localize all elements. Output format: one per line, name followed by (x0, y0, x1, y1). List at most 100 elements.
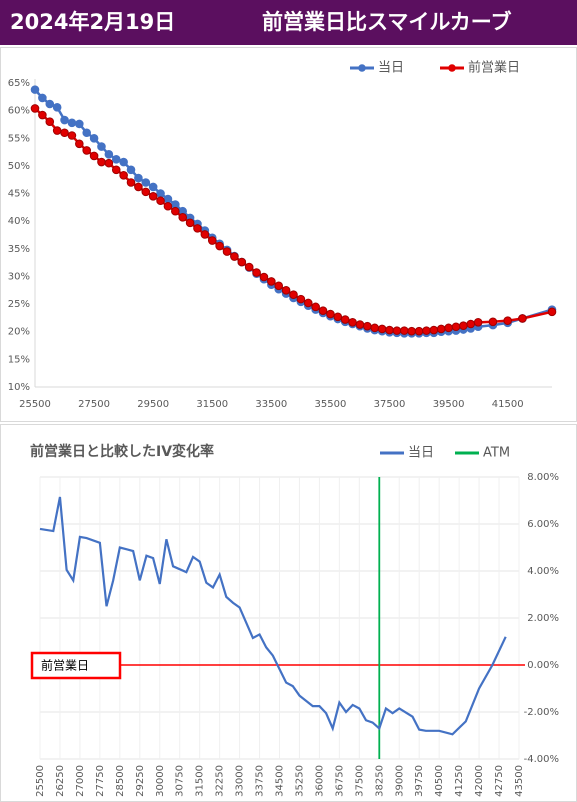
point (156, 196, 165, 206)
point (466, 319, 476, 329)
point (459, 321, 468, 330)
point (318, 306, 328, 316)
y-tick-label: 40% (8, 216, 30, 227)
point (207, 236, 217, 245)
point (444, 323, 453, 333)
point (97, 157, 106, 167)
point (422, 326, 431, 335)
x-tick-label: 32250 (215, 765, 226, 797)
point (52, 126, 62, 135)
point (259, 272, 269, 282)
point (185, 218, 195, 228)
x-tick-label: 33000 (235, 765, 246, 797)
y-tick-label: -4.00% (524, 754, 559, 765)
y-tick-label: 35% (8, 244, 30, 255)
x-tick-label: 39000 (394, 765, 405, 797)
x-tick-label: 35250 (294, 765, 305, 797)
x-tick-label: 28500 (115, 765, 126, 797)
x-tick-label: 26250 (55, 765, 66, 797)
y-tick-label: 2.00% (527, 613, 559, 624)
point (45, 99, 55, 109)
point (52, 103, 62, 112)
y-tick-label: 65% (8, 78, 30, 89)
point (104, 150, 114, 159)
legend-label: 当日 (378, 61, 404, 76)
point (363, 321, 372, 331)
point (377, 324, 387, 334)
x-tick-label: 29250 (135, 765, 146, 797)
y-tick-label: 30% (8, 271, 30, 282)
x-tick-label: 33750 (255, 765, 266, 797)
point (518, 314, 527, 323)
point (171, 206, 180, 216)
point (488, 317, 498, 327)
x-tick-label: 31500 (195, 765, 206, 797)
x-tick-label: 27500 (78, 399, 110, 410)
y-tick-label: 55% (8, 133, 30, 144)
point (311, 302, 320, 312)
point (274, 281, 284, 291)
point (303, 298, 313, 308)
point (392, 326, 402, 335)
x-tick-label: 25500 (19, 399, 51, 410)
x-tick-label: 43500 (514, 765, 525, 797)
point (414, 326, 424, 336)
y-tick-label: -2.00% (524, 707, 559, 718)
x-tick-label: 37500 (354, 765, 365, 797)
y-tick-label: 15% (8, 354, 30, 365)
point (385, 325, 394, 335)
header-title: 前営業日比スマイルカーブ (262, 10, 511, 34)
x-tick-label: 36750 (334, 765, 345, 797)
point (267, 277, 276, 286)
x-tick-label: 27750 (95, 765, 106, 797)
point (178, 213, 188, 222)
point (89, 133, 99, 143)
point (399, 326, 409, 335)
point (104, 158, 114, 168)
point (281, 285, 291, 295)
point (547, 307, 557, 317)
point (30, 104, 40, 113)
point (30, 85, 40, 94)
point (200, 230, 210, 239)
point (407, 326, 416, 336)
point (119, 157, 128, 167)
point (333, 312, 343, 322)
x-tick-label: 34500 (275, 765, 286, 797)
point (60, 128, 69, 138)
point (134, 173, 143, 183)
point (451, 322, 461, 332)
legend-marker (448, 64, 456, 72)
point (429, 325, 439, 335)
point (503, 316, 512, 325)
reference-label: 前営業日 (41, 658, 89, 673)
x-tick-label: 37500 (374, 399, 406, 410)
x-tick-label: 41250 (454, 765, 465, 797)
point (141, 178, 151, 187)
point (75, 139, 84, 149)
point (436, 324, 446, 334)
point (370, 323, 380, 333)
series-line (39, 496, 507, 736)
chart-title: 前営業日と比較したIV変化率 (30, 443, 214, 460)
point (111, 154, 121, 164)
point (230, 252, 239, 261)
x-tick-label: 42000 (474, 765, 485, 797)
x-tick-label: 40500 (434, 765, 445, 797)
chart-frame (0, 424, 577, 802)
point (473, 318, 483, 327)
y-tick-label: 60% (8, 106, 30, 117)
point (126, 165, 136, 175)
point (111, 165, 121, 175)
header-bar (0, 0, 577, 45)
y-tick-label: 50% (8, 161, 30, 172)
point (340, 315, 350, 324)
point (67, 131, 77, 140)
point (193, 224, 202, 233)
point (89, 151, 99, 161)
point (237, 257, 247, 267)
y-tick-label: 8.00% (527, 472, 559, 483)
point (156, 189, 165, 198)
point (222, 247, 232, 256)
